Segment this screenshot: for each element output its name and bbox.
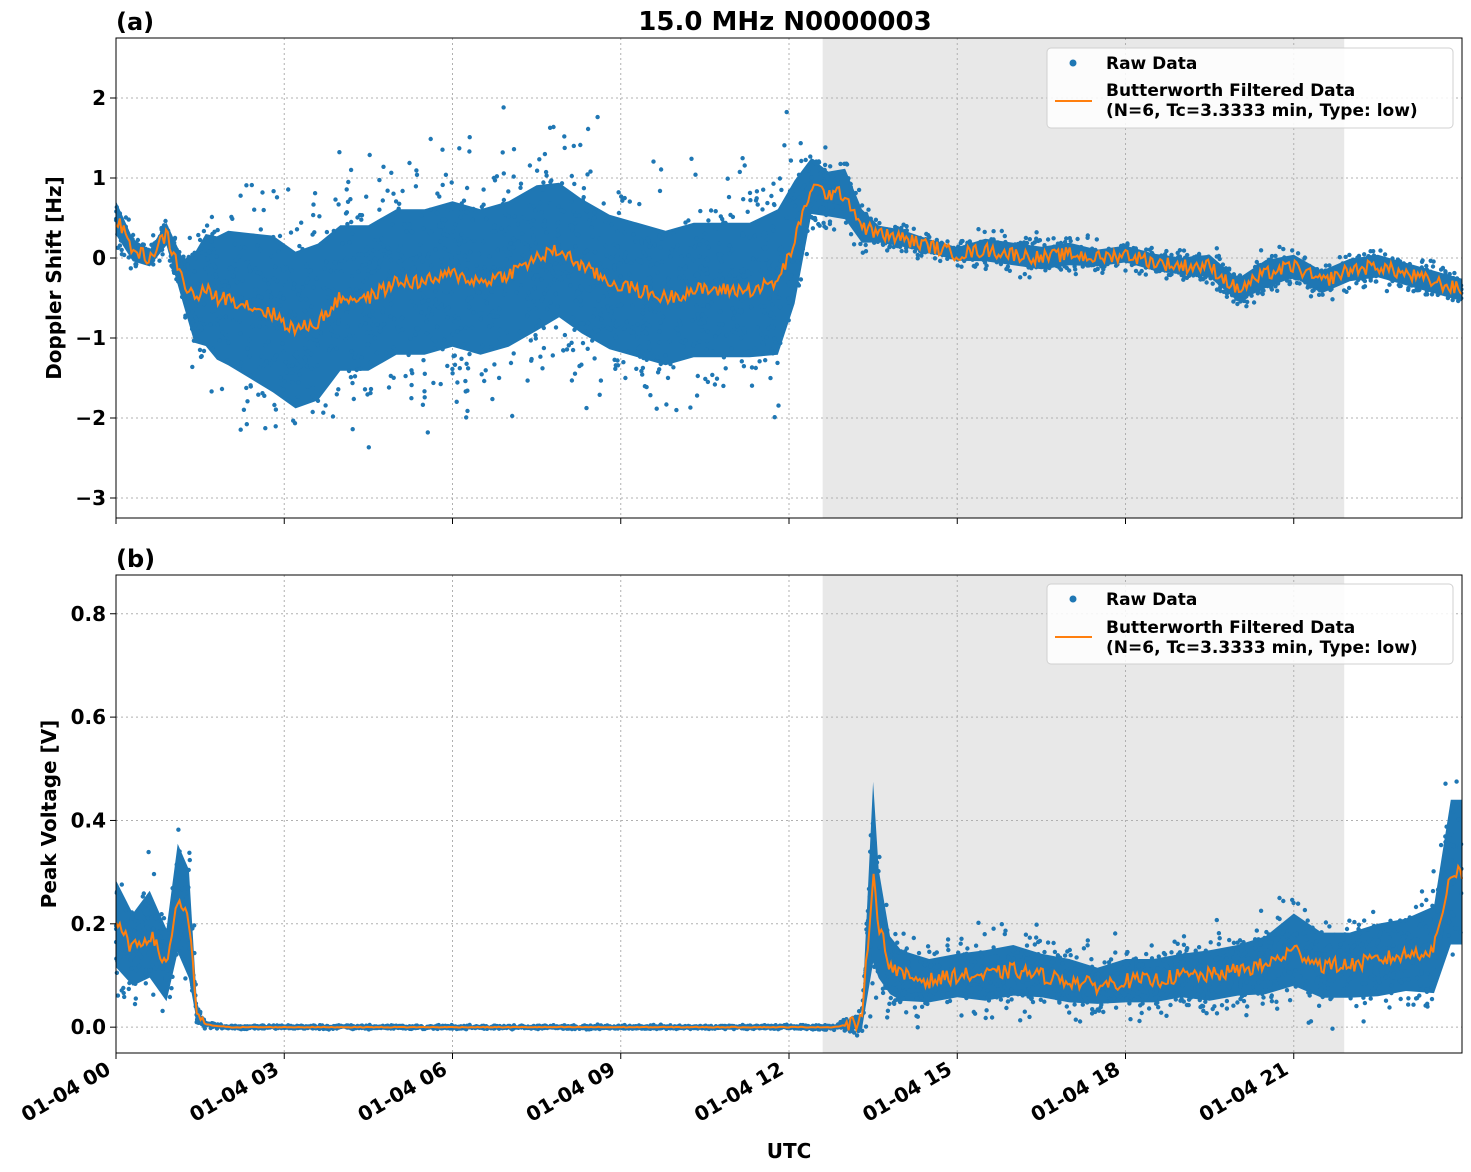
y-tick-label: −3	[75, 486, 106, 510]
panel-a-label: (a)	[116, 8, 154, 36]
panel-a-y-label: Doppler Shift [Hz]	[42, 176, 66, 380]
panel-a-legend-raw-marker	[1069, 59, 1077, 67]
y-tick-label: 0.8	[71, 602, 106, 626]
panel-a-filtered-line	[115, 183, 1463, 338]
panel-b-legend-filtered-label-2: (N=6, Tc=3.3333 min, Type: low)	[1106, 638, 1418, 658]
y-tick-label: 2	[92, 86, 106, 110]
y-tick-label: 1	[92, 166, 106, 190]
panel-b-y-label: Peak Voltage [V]	[37, 720, 61, 909]
panel-a-legend-raw-label: Raw Data	[1106, 54, 1197, 74]
y-tick-label: 0.6	[71, 705, 106, 729]
y-tick-label: −1	[75, 326, 106, 350]
y-tick-label: 0.0	[71, 1015, 106, 1039]
panel-b-legend: Raw Data Butterworth Filtered Data (N=6,…	[1046, 583, 1454, 665]
panel-a-legend-box	[1046, 47, 1454, 129]
panel-b-raw-series	[113, 779, 1464, 1038]
panel-a-legend-filtered-label-2: (N=6, Tc=3.3333 min, Type: low)	[1106, 101, 1418, 121]
y-tick-label: 0	[92, 246, 106, 270]
panel-b-legend-filtered-label-1: Butterworth Filtered Data	[1106, 618, 1355, 638]
panel-a-raw-series	[113, 105, 1464, 450]
panel-b-y-axis: 0.0 0.2 0.4 0.6 0.8	[71, 602, 116, 1039]
figure-title: 15.0 MHz N0000003	[638, 7, 931, 37]
panel-a-x-axis	[115, 518, 1295, 524]
panel-b-filtered-line	[115, 863, 1463, 1033]
x-axis-label: UTC	[767, 1139, 812, 1163]
panel-a-y-axis: −3 −2 −1 0 1 2	[75, 86, 116, 510]
raw-data-points	[113, 779, 1464, 1038]
y-tick-label: 0.4	[71, 808, 106, 832]
panel-a: −3 −2 −1 0 1 2 Doppler Shift [Hz] Raw Data Bu…	[42, 37, 1464, 524]
panel-b-legend-raw-marker	[1069, 595, 1077, 603]
panel-a-legend-filtered-label-1: Butterworth Filtered Data	[1106, 81, 1355, 101]
y-tick-label: −2	[75, 406, 106, 430]
panel-a-legend: Raw Data Butterworth Filtered Data (N=6,…	[1046, 47, 1454, 129]
panel-b-legend-raw-label: Raw Data	[1106, 590, 1197, 610]
panel-b-label: (b)	[116, 545, 155, 573]
panel-b-legend-box	[1046, 583, 1454, 665]
raw-data-points	[113, 105, 1464, 450]
y-tick-label: 0.2	[71, 912, 106, 936]
